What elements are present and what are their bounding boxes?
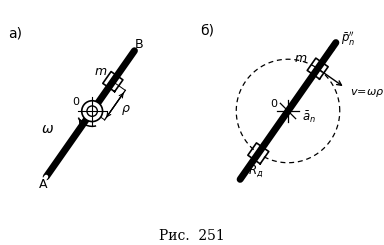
Text: A: A <box>39 178 47 191</box>
Text: B: B <box>135 38 144 51</box>
Text: $\bar{R}_д$: $\bar{R}_д$ <box>248 161 264 180</box>
Text: Рис.  251: Рис. 251 <box>159 229 225 243</box>
Text: 0: 0 <box>73 97 79 107</box>
Text: $v\!=\!\omega\rho$: $v\!=\!\omega\rho$ <box>350 87 384 99</box>
Text: ρ: ρ <box>121 102 129 115</box>
Text: 0: 0 <box>270 99 277 109</box>
Circle shape <box>87 106 98 116</box>
Text: ω: ω <box>41 122 53 136</box>
Text: а): а) <box>8 27 22 41</box>
Circle shape <box>82 101 103 122</box>
Text: m: m <box>295 52 307 65</box>
Text: б): б) <box>200 23 214 37</box>
Text: $\bar{p}_n''$: $\bar{p}_n''$ <box>341 29 355 47</box>
Text: m: m <box>95 65 107 78</box>
Text: $\bar{a}_n$: $\bar{a}_n$ <box>302 110 316 125</box>
